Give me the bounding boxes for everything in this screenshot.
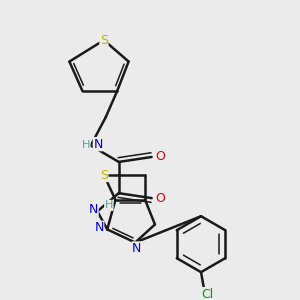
- Text: S: S: [100, 169, 108, 182]
- Text: Cl: Cl: [202, 288, 214, 300]
- Text: O: O: [155, 192, 165, 205]
- Text: H: H: [105, 200, 113, 210]
- Text: S: S: [100, 34, 108, 47]
- Text: N: N: [93, 138, 103, 151]
- Text: H: H: [82, 140, 90, 151]
- Text: N: N: [132, 242, 142, 255]
- Text: N: N: [89, 203, 98, 216]
- Text: N: N: [94, 221, 104, 234]
- Text: O: O: [155, 151, 165, 164]
